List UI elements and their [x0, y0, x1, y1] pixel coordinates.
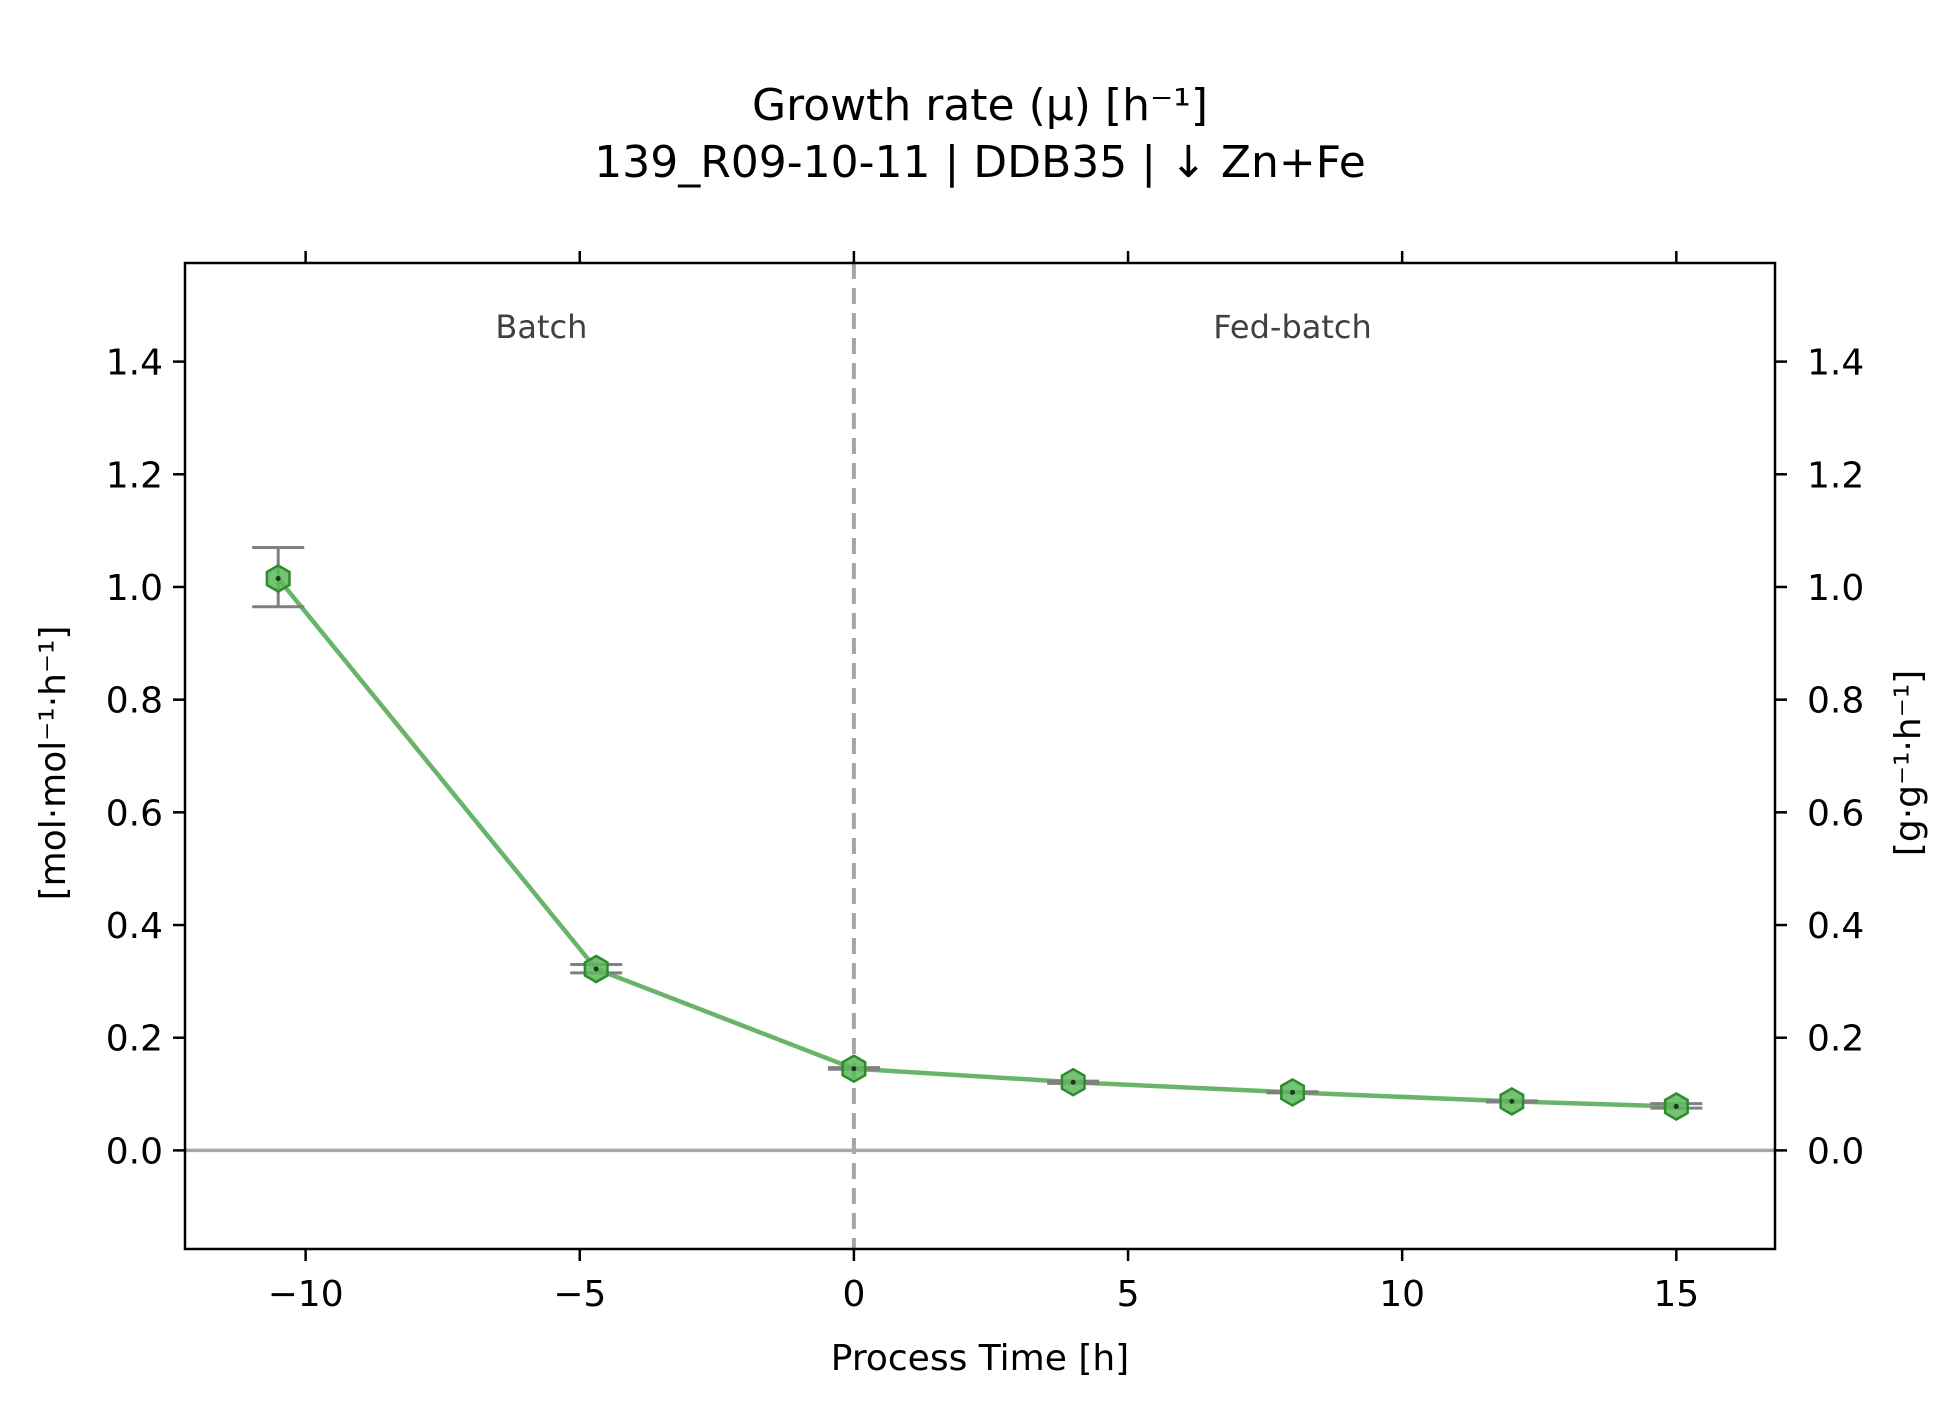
x-tick-label: 5 — [1117, 1274, 1140, 1315]
data-point-center — [1673, 1103, 1679, 1109]
y-tick-label-left: 1.0 — [106, 568, 163, 609]
y-tick-label-left: 1.2 — [106, 455, 163, 496]
y-tick-label-left: 0.6 — [106, 793, 163, 834]
y-axis-right-label: [g·g⁻¹·h⁻¹] — [1888, 670, 1929, 856]
series-line — [276, 577, 1677, 1109]
y-tick-label-left: 0.4 — [106, 906, 163, 947]
axis-ticks: −10 −5 0 5 10 15 0.0 0.0 0.2 0.2 0.4 0.4 0.6 0.6 0.8 0.… — [106, 251, 1864, 1315]
x-tick-label: −10 — [268, 1274, 344, 1315]
x-tick-label: 0 — [842, 1274, 865, 1315]
y-tick-label-left: 0.2 — [106, 1019, 163, 1060]
data-point-center — [593, 966, 599, 972]
y-axis-left-label: [mol·mol⁻¹·h⁻¹] — [33, 626, 74, 901]
y-tick-label-right: 1.0 — [1807, 568, 1864, 609]
data-point-center — [851, 1066, 857, 1072]
y-tick-label-right: 1.4 — [1807, 343, 1864, 384]
plot-frame — [183, 261, 1777, 1251]
y-tick-label-right: 0.4 — [1807, 906, 1864, 947]
x-tick-label: 15 — [1653, 1274, 1699, 1315]
data-point-center — [275, 576, 281, 582]
y-tick-label-left: 0.0 — [106, 1131, 163, 1172]
region-label-batch: Batch — [495, 308, 587, 346]
y-tick-label-right: 0.6 — [1807, 793, 1864, 834]
plot-area: Batch Fed-batch — [185, 263, 1775, 1249]
data-point-center — [1509, 1098, 1515, 1104]
data-point-center — [1290, 1089, 1296, 1095]
x-tick-label: 10 — [1379, 1274, 1425, 1315]
y-tick-label-right: 0.8 — [1807, 681, 1864, 722]
y-tick-label-left: 1.4 — [106, 343, 163, 384]
x-axis-label: Process Time [h] — [831, 1338, 1129, 1379]
x-tick-label: −5 — [553, 1274, 606, 1315]
y-tick-label-right: 0.2 — [1807, 1019, 1864, 1060]
y-tick-label-right: 1.2 — [1807, 455, 1864, 496]
chart-title: Growth rate (μ) [h⁻¹] — [752, 80, 1208, 131]
data-point-center — [1070, 1079, 1076, 1085]
region-label-fed-batch: Fed-batch — [1213, 308, 1372, 346]
chart-subtitle: 139_R09-10-11 | DDB35 | ↓ Zn+Fe — [594, 137, 1366, 188]
y-tick-label-left: 0.8 — [106, 681, 163, 722]
y-tick-label-right: 0.0 — [1807, 1131, 1864, 1172]
